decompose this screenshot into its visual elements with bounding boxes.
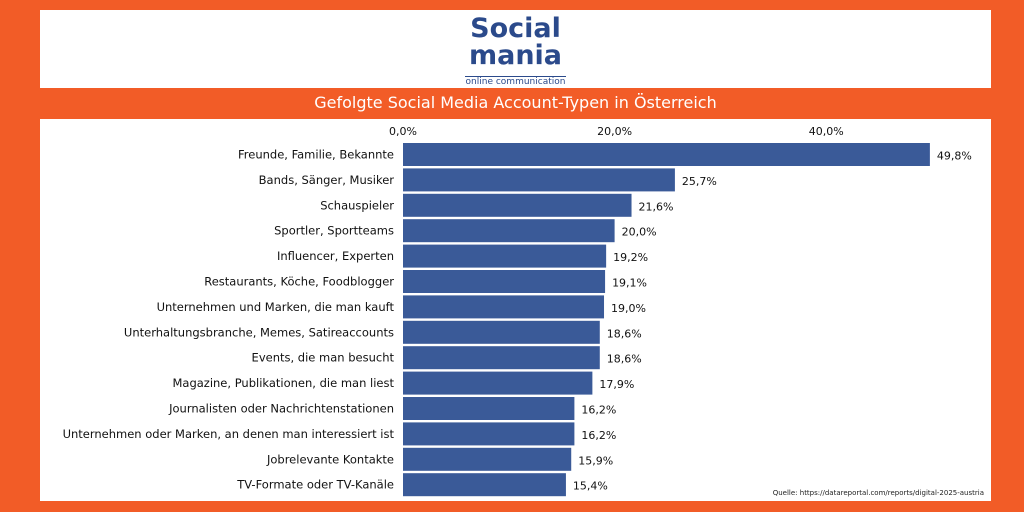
bar [403,219,615,243]
category-label: Unterhaltungsbranche, Memes, Satireaccou… [124,325,394,339]
bar [403,143,930,166]
socialmania-logo: Social mania online communication [436,13,596,88]
bar [403,371,593,395]
bar [403,473,566,497]
x-tick-label: 20,0% [597,125,632,138]
logo-tagline: online communication [464,76,567,87]
bar [403,422,575,446]
category-label: Unternehmen oder Marken, an denen man in… [63,427,395,441]
category-label: Magazine, Publikationen, die man liest [172,376,394,390]
logo-line2: mania [468,40,563,71]
category-label: Bands, Sänger, Musiker [259,173,395,187]
x-tick-label: 40,0% [809,125,844,138]
bar [403,270,606,293]
data-label: 25,7% [682,175,717,188]
bar [403,193,632,217]
data-label: 21,6% [639,200,674,213]
category-label: Journalisten oder Nachrichtenstationen [168,402,394,416]
category-label: Restaurants, Köche, Foodblogger [204,275,394,289]
chart-title: Gefolgte Social Media Account-Typen in Ö… [314,93,717,112]
data-label: 15,9% [578,454,613,467]
bar [403,295,605,319]
bar [403,168,675,192]
data-label: 18,6% [607,327,642,340]
category-label: Sportler, Sportteams [274,224,394,238]
data-label: 49,8% [937,150,972,163]
bar [403,397,575,420]
logo-line1: Social [470,13,561,44]
category-label: TV-Formate oder TV-Kanäle [236,478,394,492]
data-label: 19,2% [613,251,648,264]
category-label: Events, die man besucht [252,351,395,365]
bar [403,346,600,370]
data-label: 19,0% [611,302,646,315]
x-tick-label: 0,0% [389,125,417,138]
bar [403,244,607,268]
data-label: 16,2% [581,404,616,417]
category-label: Schauspieler [320,198,394,212]
category-label: Influencer, Experten [277,249,394,263]
logo-panel: Social mania online communication [40,10,991,88]
category-label: Jobrelevante Kontakte [266,452,394,466]
bar [403,447,572,471]
data-label: 19,1% [612,277,647,290]
data-label: 15,4% [573,480,608,493]
chart-panel: 0,0% 20,0% 40,0% Freunde, Familie, Bekannte… [40,119,991,501]
category-label: Unternehmen und Marken, die man kauft [157,300,395,314]
data-label: 17,9% [599,378,634,391]
data-label: 20,0% [622,226,657,239]
bar [403,320,600,344]
bar-chart: 0,0% 20,0% 40,0% Freunde, Familie, Bekannte… [63,125,984,497]
source-note: Quelle: https://datareportal.com/reports… [773,489,984,497]
category-label: Freunde, Familie, Bekannte [238,148,394,162]
data-label: 18,6% [607,353,642,366]
data-label: 16,2% [581,429,616,442]
